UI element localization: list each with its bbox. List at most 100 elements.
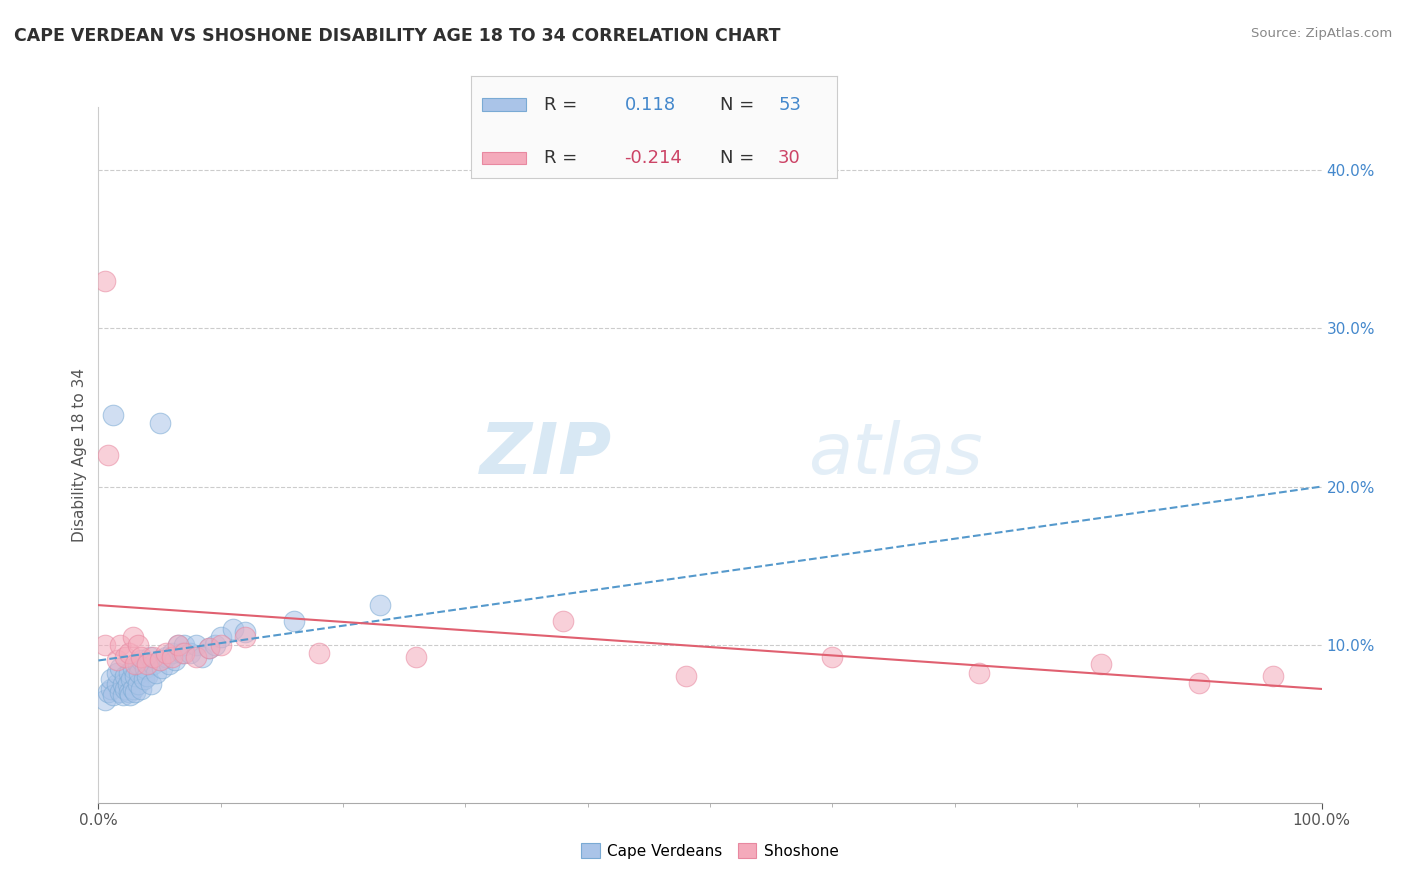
- Point: [233, 625, 256, 640]
- Point: [121, 630, 143, 644]
- Point: [197, 640, 219, 655]
- Point: [127, 638, 149, 652]
- Point: [127, 657, 149, 671]
- Point: [186, 638, 208, 652]
- Point: [197, 640, 219, 655]
- Point: [145, 666, 167, 681]
- Text: N =: N =: [720, 149, 754, 167]
- Point: [142, 657, 165, 671]
- Point: [110, 638, 132, 652]
- Text: ZIP: ZIP: [479, 420, 612, 490]
- Point: [111, 677, 134, 691]
- Point: [209, 638, 232, 652]
- Point: [100, 673, 122, 687]
- Point: [127, 677, 149, 691]
- Point: [105, 677, 128, 691]
- Point: [165, 653, 187, 667]
- Point: [129, 650, 152, 665]
- Text: atlas: atlas: [808, 420, 983, 490]
- Point: [149, 653, 172, 667]
- Point: [173, 638, 195, 652]
- Point: [105, 653, 128, 667]
- Point: [114, 681, 136, 696]
- Point: [114, 669, 136, 683]
- Point: [128, 666, 150, 681]
- FancyBboxPatch shape: [482, 98, 526, 111]
- Point: [120, 673, 142, 687]
- Point: [675, 669, 697, 683]
- Text: 53: 53: [778, 95, 801, 113]
- Point: [110, 685, 132, 699]
- FancyBboxPatch shape: [482, 152, 526, 164]
- Point: [129, 653, 152, 667]
- Point: [118, 666, 141, 681]
- Point: [186, 650, 208, 665]
- Point: [204, 638, 226, 652]
- Point: [118, 646, 141, 660]
- Point: [118, 685, 141, 699]
- Point: [173, 646, 195, 660]
- Text: 0.118: 0.118: [624, 95, 676, 113]
- Text: -0.214: -0.214: [624, 149, 682, 167]
- Point: [139, 650, 162, 665]
- Point: [124, 657, 146, 671]
- Point: [101, 688, 124, 702]
- Point: [117, 677, 139, 691]
- Point: [97, 685, 120, 699]
- Text: 30: 30: [778, 149, 801, 167]
- Point: [114, 650, 136, 665]
- Point: [1188, 675, 1211, 690]
- Point: [97, 448, 120, 462]
- Point: [111, 688, 134, 702]
- Point: [139, 677, 162, 691]
- Point: [129, 681, 152, 696]
- Point: [553, 614, 575, 628]
- Point: [222, 622, 245, 636]
- Point: [155, 650, 177, 665]
- Point: [967, 666, 990, 681]
- Point: [167, 638, 190, 652]
- Point: [124, 669, 146, 683]
- Point: [821, 650, 844, 665]
- Point: [160, 646, 183, 660]
- Point: [110, 661, 132, 675]
- Point: [120, 688, 142, 702]
- Y-axis label: Disability Age 18 to 34: Disability Age 18 to 34: [72, 368, 87, 542]
- Point: [155, 646, 177, 660]
- Legend: Cape Verdeans, Shoshone: Cape Verdeans, Shoshone: [575, 837, 845, 864]
- Text: R =: R =: [544, 149, 578, 167]
- Point: [160, 650, 183, 665]
- Point: [170, 646, 193, 660]
- Point: [209, 630, 232, 644]
- Point: [167, 638, 190, 652]
- Point: [134, 661, 156, 675]
- Point: [149, 417, 172, 431]
- Point: [93, 693, 115, 707]
- Point: [93, 274, 115, 288]
- Point: [405, 650, 427, 665]
- Point: [1090, 657, 1112, 671]
- Point: [179, 646, 201, 660]
- Point: [124, 685, 146, 699]
- Point: [308, 646, 330, 660]
- Point: [150, 661, 173, 675]
- Point: [132, 673, 155, 687]
- Point: [105, 666, 128, 681]
- Point: [136, 669, 159, 683]
- Point: [1261, 669, 1284, 683]
- Point: [100, 681, 122, 696]
- Point: [101, 409, 124, 423]
- Point: [93, 638, 115, 652]
- Text: R =: R =: [544, 95, 578, 113]
- Point: [149, 653, 172, 667]
- Point: [191, 650, 214, 665]
- Point: [283, 614, 305, 628]
- Point: [157, 657, 180, 671]
- Point: [121, 661, 143, 675]
- Point: [368, 598, 391, 612]
- Text: CAPE VERDEAN VS SHOSHONE DISABILITY AGE 18 TO 34 CORRELATION CHART: CAPE VERDEAN VS SHOSHONE DISABILITY AGE …: [14, 27, 780, 45]
- Point: [136, 657, 159, 671]
- Point: [142, 650, 165, 665]
- Text: Source: ZipAtlas.com: Source: ZipAtlas.com: [1251, 27, 1392, 40]
- Point: [121, 681, 143, 696]
